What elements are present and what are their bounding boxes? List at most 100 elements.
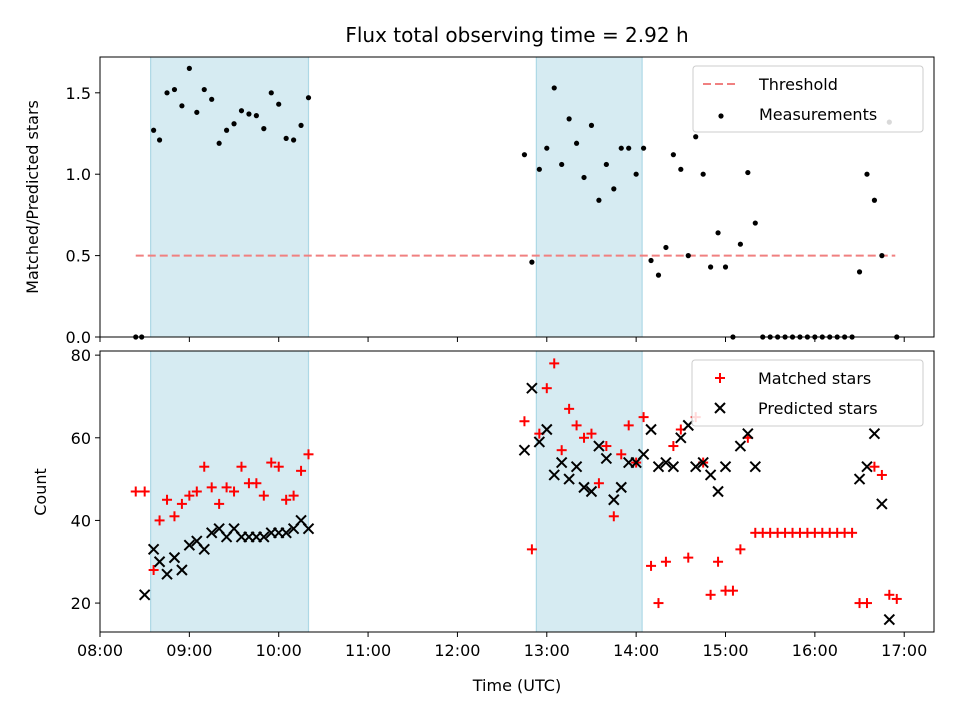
predicted-star-point (712, 485, 724, 498)
measurement-point (559, 161, 565, 168)
predicted-star-point (593, 440, 605, 452)
predicted-star-point (868, 427, 881, 440)
measurement-point (648, 257, 654, 264)
matched-star-point (303, 449, 314, 460)
predicted-star-point (302, 522, 315, 535)
measurement-point (722, 264, 729, 270)
x-tick-label: 17:00 (881, 641, 927, 660)
measurement-point (164, 90, 170, 96)
x-tick-label: 16:00 (792, 641, 838, 660)
measurement-point (201, 86, 207, 93)
predicted-star-point (734, 440, 747, 452)
measurement-point (268, 90, 274, 96)
matched-star-point (705, 589, 716, 600)
legend-label: Predicted stars (758, 399, 878, 418)
x-tick-label: 13:00 (524, 641, 570, 660)
y-tick-label: 40 (71, 511, 91, 530)
matched-star-point (176, 498, 187, 509)
legend-label: Matched stars (758, 369, 871, 388)
matched-star-point (668, 441, 679, 452)
predicted-star-point (749, 460, 761, 473)
matched-star-point (296, 465, 307, 476)
predicted-star-point (563, 473, 575, 485)
measurement-point (573, 140, 580, 146)
legend-swatch (715, 373, 725, 383)
matched-star-point (519, 416, 530, 427)
predicted-star-point (645, 423, 657, 436)
measurement-point (544, 145, 550, 151)
predicted-star-point (205, 527, 218, 539)
matched-star-point (162, 494, 173, 505)
measurement-point (700, 171, 706, 177)
matched-star-point (713, 556, 724, 567)
matched-star-point (169, 511, 180, 522)
bottom-y-ticks: 20 40 60 80 (71, 346, 100, 613)
predicted-star-point (147, 543, 160, 556)
matched-star-point (876, 469, 887, 480)
bottom-panel: 20 40 60 80 08:00 09:00 10:00 11:00 12:00 13:00 1… (31, 346, 935, 695)
matched-star-point (660, 556, 671, 567)
bottom-legend: Matched stars Predicted stars (691, 359, 924, 427)
matched-star-point (556, 445, 567, 456)
predicted-star-point (555, 456, 568, 469)
matched-star-point (601, 441, 612, 452)
predicted-star-point (608, 494, 620, 506)
measurement-point (663, 244, 669, 251)
predicted-star-point (742, 427, 754, 440)
top-legend: Threshold Measurements (692, 65, 924, 133)
measurement-point (856, 269, 863, 275)
predicted-star-point (258, 531, 270, 543)
legend-swatch (714, 402, 726, 414)
shaded-span (536, 57, 643, 337)
predicted-star-point (548, 469, 560, 481)
measurement-point (529, 259, 535, 265)
matched-star-point (564, 403, 575, 414)
measurement-point (566, 116, 572, 122)
matched-star-point (884, 589, 895, 600)
measurement-point (231, 121, 237, 127)
matched-star-point (727, 585, 738, 596)
y-tick-label: 1.0 (66, 165, 91, 184)
y-tick-label: 0.0 (66, 328, 91, 347)
measurement-point (276, 101, 282, 107)
measurement-point (186, 65, 192, 71)
measurement-point (588, 122, 595, 128)
matched-star-point (623, 420, 634, 431)
matched-star-point (549, 358, 560, 369)
top-plot-frame (99, 56, 935, 338)
measurement-point (216, 140, 222, 146)
measurement-point (179, 103, 185, 109)
measurement-point (618, 145, 624, 151)
y-tick-label: 60 (71, 429, 91, 448)
predicted-star-point (578, 481, 590, 494)
matched-star-point (191, 486, 202, 497)
measurement-point (678, 166, 684, 172)
measurement-point (737, 241, 743, 247)
matched-star-point (638, 412, 649, 423)
predicted-star-point (675, 432, 687, 444)
y-tick-label: 1.5 (66, 84, 91, 103)
predicted-star-point (153, 556, 166, 568)
predicted-star-point (883, 613, 896, 626)
measurement-point (581, 174, 587, 181)
matched-star-point (221, 482, 232, 493)
predicted-star-point (541, 423, 553, 436)
x-tick-label: 09:00 (166, 641, 212, 660)
measurement-point (171, 86, 178, 93)
predicted-star-point (176, 564, 188, 576)
predicted-stars-points (138, 382, 896, 626)
measurement-point (194, 109, 200, 115)
legend-label: Measurements (759, 105, 877, 124)
shaded-span (150, 57, 309, 337)
predicted-star-point (697, 456, 709, 469)
measurement-point (246, 111, 252, 117)
predicted-star-point (570, 460, 583, 473)
matched-star-point (288, 490, 299, 501)
measurement-point (298, 122, 304, 128)
matched-star-point (869, 461, 880, 472)
measurement-point (596, 197, 602, 203)
matched-star-point (593, 478, 604, 489)
bottom-shaded-spans (150, 351, 643, 632)
measurement-point (261, 126, 267, 132)
